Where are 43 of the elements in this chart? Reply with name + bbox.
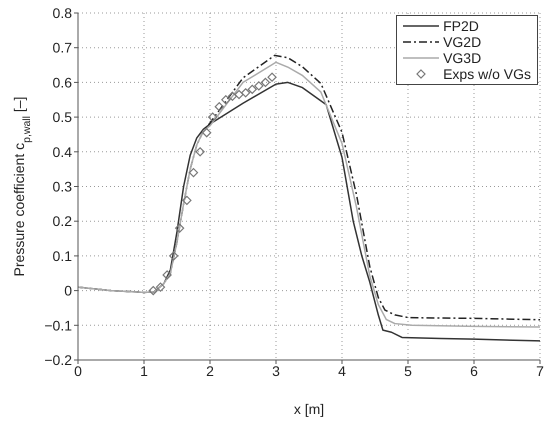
x-tick-label: 1 (140, 362, 148, 379)
point (260, 78, 270, 87)
point (221, 95, 230, 104)
y-tick-label: 0.5 (52, 109, 72, 126)
x-tick-label: 0 (74, 362, 82, 379)
point (148, 286, 158, 296)
x-tick-label: 5 (404, 362, 412, 379)
x-tick-label: 7 (536, 362, 544, 379)
point (228, 92, 238, 101)
y-tick-label: 0.7 (52, 40, 72, 56)
point (156, 282, 166, 292)
x-axis-title: x [m] (294, 401, 324, 417)
y-tick-label: 0 (64, 282, 72, 299)
point (202, 128, 212, 138)
x-tick-label: 3 (272, 362, 280, 379)
point (248, 84, 257, 94)
legend-label: VG2D (443, 34, 482, 50)
point (196, 147, 205, 156)
legend-label: VG3D (443, 50, 482, 66)
point (214, 102, 224, 112)
legend-label: FP2D (443, 18, 479, 34)
y-tick-label: −0.2 (44, 352, 72, 368)
y-tick-label: 0.8 (52, 4, 72, 21)
point (254, 81, 264, 90)
point (169, 251, 178, 260)
y-tick-label: 0.4 (52, 144, 72, 160)
point (208, 112, 218, 122)
point (162, 270, 172, 280)
y-tick-label: 0.2 (52, 213, 72, 230)
x-tick-label: 6 (470, 362, 478, 379)
y-tick-label: 0.1 (52, 248, 72, 264)
point (188, 168, 198, 178)
y-tick-label: 0.3 (52, 178, 72, 194)
point (267, 72, 277, 82)
point (175, 224, 184, 233)
point (234, 90, 244, 100)
x-tick-label: 4 (338, 362, 346, 379)
y-tick-label: 0.6 (52, 74, 72, 90)
y-tick-label: −0.1 (44, 317, 72, 334)
point (182, 196, 192, 205)
point (241, 88, 250, 98)
x-tick-label: 2 (206, 362, 214, 379)
legend-label: Exps w/o VGs (443, 66, 531, 82)
